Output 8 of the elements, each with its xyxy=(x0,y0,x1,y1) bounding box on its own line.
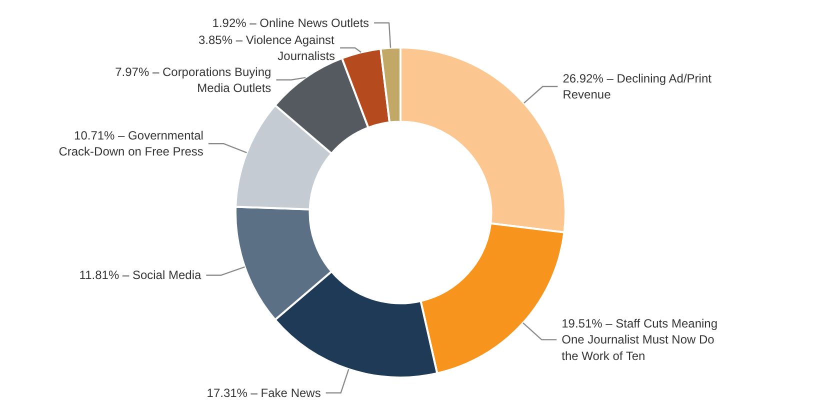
slice-label: 11.81% – Social Media xyxy=(79,268,202,282)
slice-label: 26.92% – Declining Ad/Print Revenue xyxy=(562,71,712,102)
slice-label: 1.92% – Online News Outlets xyxy=(212,16,370,30)
slice-label: 10.71% – Governmental Crack-Down on Free Press xyxy=(58,128,204,159)
slice-label: 3.85% – Violence Against Journalists xyxy=(198,32,336,63)
slice-label: 7.97% – Corporations Buying Media Outlets xyxy=(115,64,272,95)
slice-label: 19.51% – Staff Cuts Meaning One Journalist Must Now Do the Work of Ten xyxy=(562,316,718,363)
slice-label: 17.31% – Fake News xyxy=(206,386,321,400)
